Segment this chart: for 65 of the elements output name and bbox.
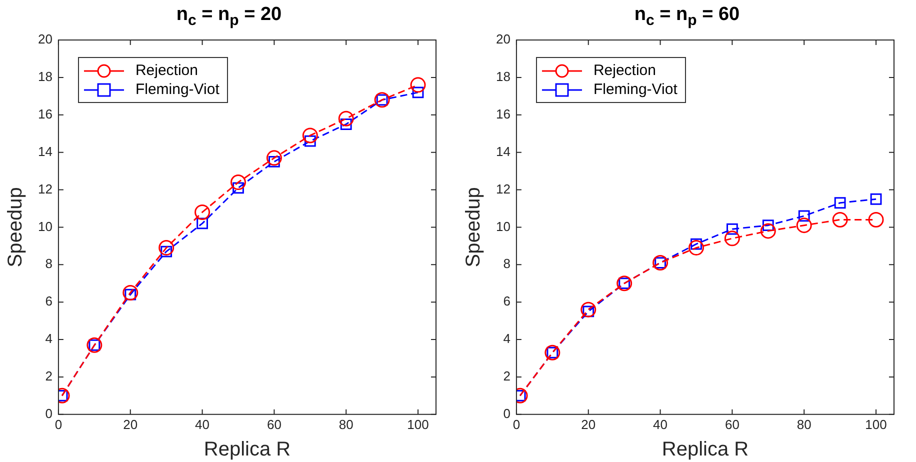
y-tick-label: 2 <box>503 368 510 384</box>
x-tick-label: 80 <box>796 416 812 432</box>
chart-title: n$_{c}$ = n$_{p}$ = 60 <box>633 4 741 29</box>
y-tick-label: 6 <box>45 294 52 309</box>
x-axis-title: Replica R <box>662 438 749 461</box>
y-axis-title: Speedup <box>462 187 485 268</box>
point <box>410 77 426 93</box>
legend-label: Fleming-Viot <box>135 81 220 98</box>
point <box>158 240 174 256</box>
y-tick-label: 20 <box>38 32 52 47</box>
y-tick-label: 14 <box>496 144 510 159</box>
point <box>688 240 704 256</box>
y-tick-label: 16 <box>38 106 52 122</box>
point <box>196 218 208 230</box>
y-tick-label: 10 <box>38 218 52 234</box>
x-tick-label: 100 <box>865 416 887 432</box>
x-tick-label: 0 <box>512 416 520 432</box>
y-tick-label: 18 <box>38 69 52 84</box>
point <box>834 197 846 209</box>
x-tick-label: 60 <box>724 416 740 432</box>
x-tick-label: 60 <box>266 416 282 432</box>
y-axis-title: Speedup <box>4 187 27 268</box>
y-tick-label: 12 <box>38 181 52 196</box>
point <box>760 223 776 239</box>
y-tick-label: 20 <box>496 32 510 47</box>
y-tick-label: 16 <box>496 106 510 122</box>
x-tick-label: 20 <box>581 416 596 432</box>
y-tick-label: 12 <box>496 181 510 196</box>
x-tick-label: 40 <box>195 416 210 432</box>
point <box>832 212 848 228</box>
point <box>266 150 282 166</box>
point <box>194 204 210 220</box>
x-tick-label: 40 <box>653 416 668 432</box>
x-axis-title: Replica R <box>204 438 291 461</box>
y-tick-label: 4 <box>45 331 52 346</box>
legend-label: Fleming-Viot <box>593 81 678 98</box>
y-tick-label: 4 <box>503 331 510 346</box>
chart-title: n$_{c}$ = n$_{p}$ = 20 <box>175 4 283 29</box>
y-tick-label: 0 <box>503 406 510 421</box>
point <box>412 86 424 98</box>
y-tick-label: 10 <box>496 218 510 234</box>
y-tick-label: 8 <box>45 256 52 272</box>
point <box>726 223 738 235</box>
y-tick-label: 18 <box>496 69 510 84</box>
x-tick-label: 20 <box>123 416 138 432</box>
point <box>302 128 318 144</box>
point <box>580 302 596 318</box>
y-tick-label: 6 <box>503 294 510 309</box>
point <box>230 174 246 190</box>
y-tick-label: 8 <box>503 256 510 272</box>
x-tick-label: 80 <box>338 416 354 432</box>
point <box>724 230 740 246</box>
point <box>122 284 138 300</box>
point <box>868 212 884 228</box>
legend-label: Rejection <box>593 62 656 79</box>
point <box>796 218 812 234</box>
point <box>338 110 354 126</box>
y-tick-label: 0 <box>45 406 52 421</box>
point <box>870 193 882 205</box>
x-tick-label: 100 <box>407 416 429 432</box>
x-tick-label: 0 <box>54 416 62 432</box>
legend-label: Rejection <box>135 62 198 79</box>
point <box>798 210 810 222</box>
y-tick-label: 2 <box>45 368 52 384</box>
y-tick-label: 14 <box>38 144 52 159</box>
